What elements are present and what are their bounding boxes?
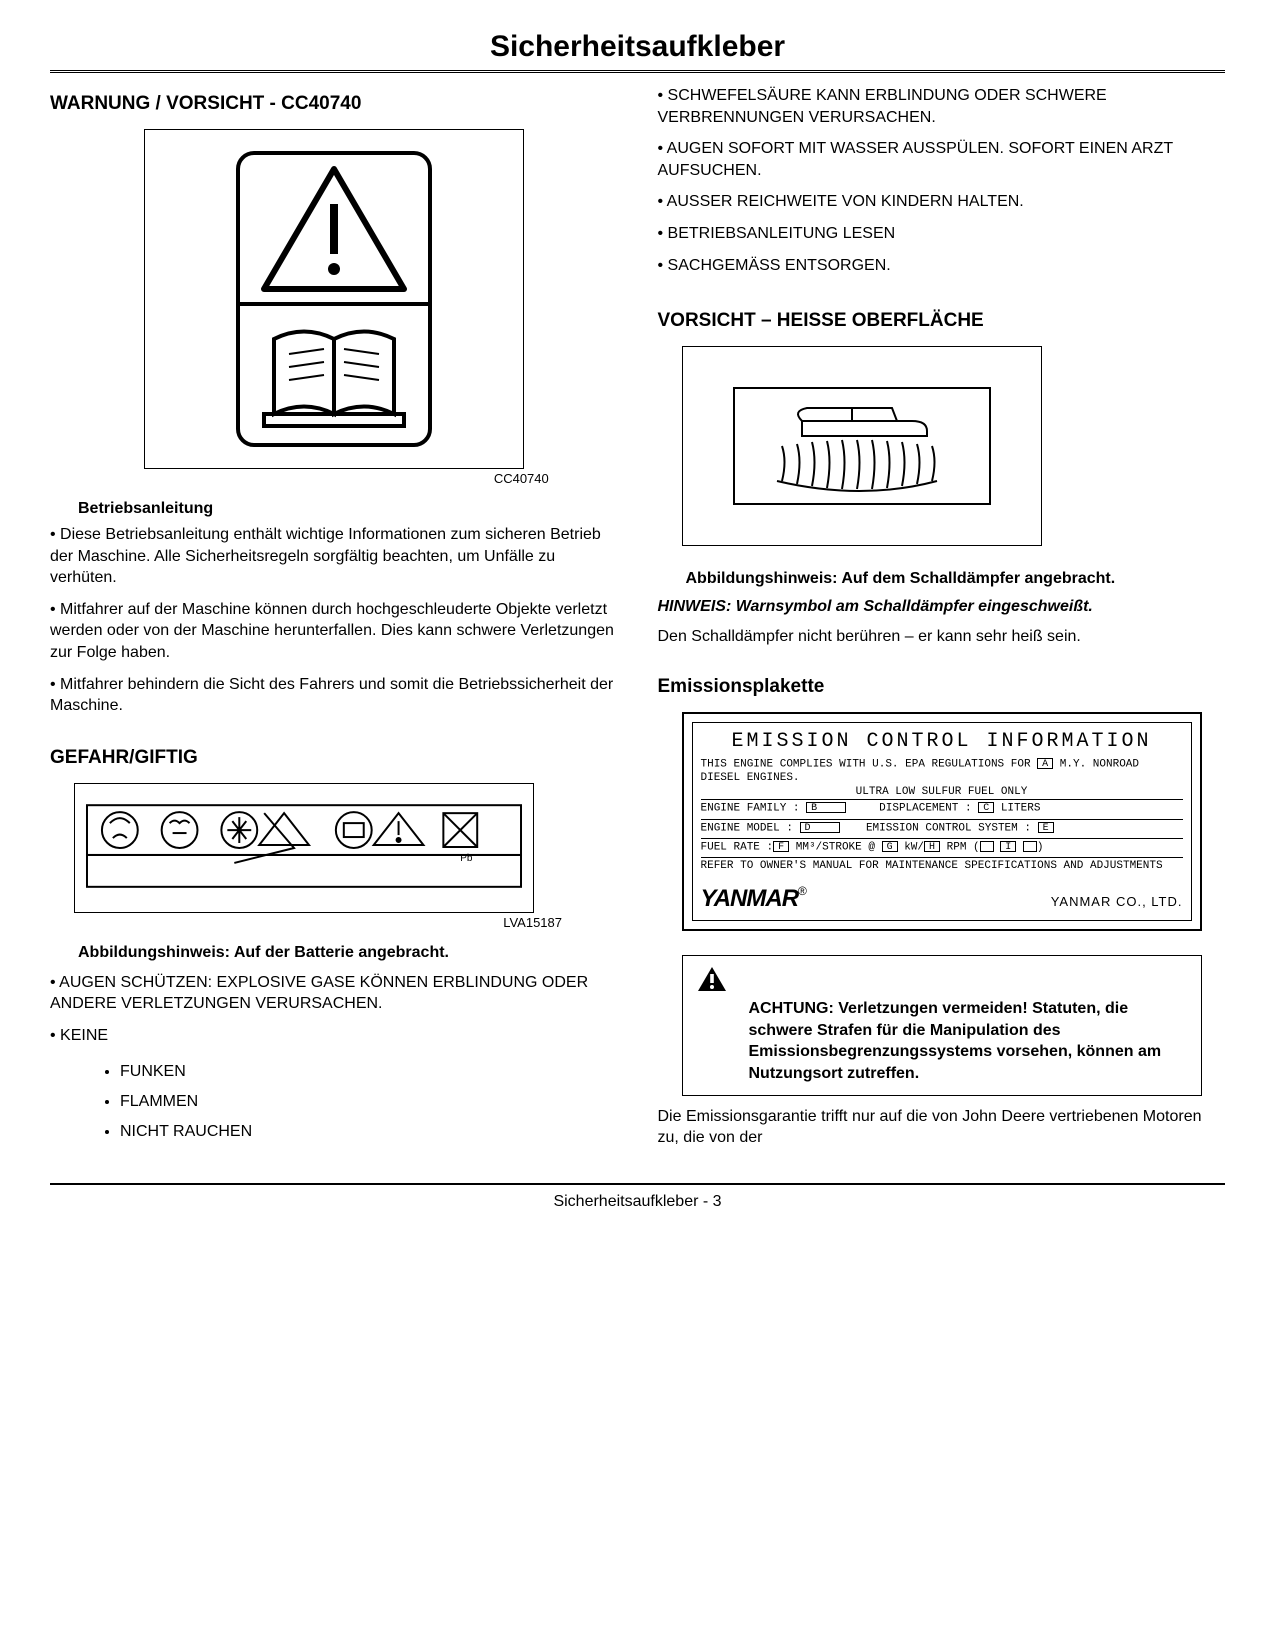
warning-triangle-icon: [697, 966, 727, 999]
right-column: • SCHWEFELSÄURE KANN ERBLINDUNG ODER SCH…: [658, 85, 1226, 1159]
warnung-heading: WARNUNG / VORSICHT - CC40740: [50, 93, 618, 115]
emission-line1a: THIS ENGINE COMPLIES WITH U.S. EPA REGUL…: [701, 758, 1031, 770]
betriebsanleitung-p3: • Mitfahrer behindern die Sicht des Fahr…: [50, 674, 618, 717]
betriebsanleitung-p2: • Mitfahrer auf der Maschine können durc…: [50, 599, 618, 664]
page-title: Sicherheitsaufkleber: [50, 30, 1225, 73]
yanmar-logo: YANMAR: [701, 885, 799, 912]
page-footer: Sicherheitsaufkleber - 3: [50, 1183, 1225, 1211]
right-bullet-4: • BETRIEBSANLEITUNG LESEN: [658, 223, 1226, 245]
emission-p1: Die Emissionsgarantie trifft nur auf die…: [658, 1106, 1226, 1149]
list-item: FUNKEN: [120, 1057, 618, 1087]
emission-plate-inner: EMISSION CONTROL INFORMATION THIS ENGINE…: [692, 722, 1192, 921]
betriebsanleitung-p1: • Diese Betriebsanleitung enthält wichti…: [50, 524, 618, 589]
gefahr-location-note: Abbildungshinweis: Auf der Batterie ange…: [78, 944, 618, 962]
right-bullet-3: • AUSSER REICHWEITE VON KINDERN HALTEN.: [658, 191, 1226, 213]
warnung-figure-frame: [144, 129, 524, 469]
gefahr-figure-frame: Pb: [74, 783, 534, 913]
yanmar-company: YANMAR CO., LTD.: [1051, 894, 1183, 910]
battery-hazard-label-icon: Pb: [85, 803, 523, 893]
heisse-figure-frame: [682, 346, 1042, 546]
right-bullet-2: • AUGEN SOFORT MIT WASSER AUSSPÜLEN. SOF…: [658, 138, 1226, 181]
list-item: FLAMMEN: [120, 1087, 618, 1117]
two-column-layout: WARNUNG / VORSICHT - CC40740: [50, 85, 1225, 1159]
gefahr-p1: • AUGEN SCHÜTZEN: EXPLOSIVE GASE KÖNNEN …: [50, 972, 618, 1015]
warning-manual-label-icon: [234, 149, 434, 449]
right-bullet-5: • SACHGEMÄSS ENTSORGEN.: [658, 255, 1226, 277]
keine-list: FUNKEN FLAMMEN NICHT RAUCHEN: [120, 1057, 618, 1148]
gefahr-p2: • KEINE: [50, 1025, 618, 1047]
emission-line2: ULTRA LOW SULFUR FUEL ONLY: [701, 786, 1183, 800]
heisse-hinweis: HINWEIS: Warnsymbol am Schalldämpfer ein…: [658, 598, 1226, 616]
emission-brand-row: YANMAR® YANMAR CO., LTD.: [701, 876, 1183, 914]
betriebsanleitung-subheading: Betriebsanleitung: [78, 500, 618, 518]
heisse-heading: VORSICHT – HEISSE OBERFLÄCHE: [658, 310, 1226, 332]
gefahr-figure-caption: LVA15187: [74, 915, 562, 930]
yanmar-reg: ®: [798, 884, 807, 898]
emission-plate-title: EMISSION CONTROL INFORMATION: [701, 729, 1183, 754]
list-item: NICHT RAUCHEN: [120, 1117, 618, 1147]
gefahr-heading: GEFAHR/GIFTIG: [50, 747, 618, 769]
heisse-p1: Den Schalldämpfer nicht berühren – er ka…: [658, 626, 1226, 648]
achtung-box: ACHTUNG: Verletzungen vermeiden! Statute…: [682, 955, 1202, 1096]
warnung-figure-caption: CC40740: [119, 471, 549, 486]
achtung-text: ACHTUNG: Verletzungen vermeiden! Statute…: [749, 998, 1187, 1084]
emission-row1: ENGINE FAMILY : B DISPLACEMENT : C LITER…: [701, 799, 1183, 818]
emission-row4: REFER TO OWNER'S MANUAL FOR MAINTENANCE …: [701, 857, 1183, 876]
emission-row2: ENGINE MODEL : D EMISSION CONTROL SYSTEM…: [701, 819, 1183, 838]
right-bullet-1: • SCHWEFELSÄURE KANN ERBLINDUNG ODER SCH…: [658, 85, 1226, 128]
heisse-location-note: Abbildungshinweis: Auf dem Schalldämpfer…: [686, 570, 1226, 588]
emission-heading: Emissionsplakette: [658, 676, 1226, 698]
emission-plate: EMISSION CONTROL INFORMATION THIS ENGINE…: [682, 712, 1202, 931]
emission-row3: FUEL RATE :F MM³/STROKE @ G kW/H RPM ( I…: [701, 838, 1183, 857]
hot-surface-icon: [732, 386, 992, 506]
left-column: WARNUNG / VORSICHT - CC40740: [50, 85, 618, 1159]
